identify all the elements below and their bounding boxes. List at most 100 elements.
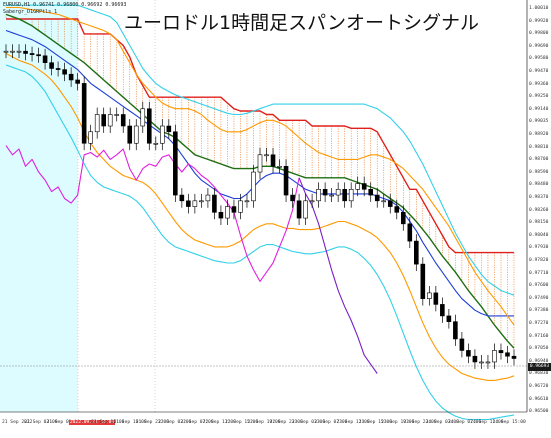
candle-body <box>49 62 54 69</box>
candle-body <box>296 200 302 219</box>
candle-body <box>283 165 289 196</box>
candle-body <box>309 200 315 203</box>
candle-body <box>316 189 321 202</box>
candle-body <box>479 361 484 364</box>
current-price-badge: 0.96693 <box>528 363 551 371</box>
price-tick-label: 0.98700 <box>529 157 549 163</box>
time-tick-label: 21 Sep 15:00 <box>91 420 125 425</box>
candle-body <box>36 54 41 57</box>
price-tick-label: 0.97490 <box>529 295 549 301</box>
candle-body <box>277 165 282 168</box>
price-tick-label: 0.97380 <box>529 308 549 314</box>
time-tick-label: 2022.09.21 14:00 <box>68 420 116 425</box>
time-tick-label: 21 Sep 2022 <box>2 420 33 425</box>
candle-body <box>29 53 35 55</box>
candle-body <box>348 189 354 202</box>
time-tick-label: 24 Sep 03:00 <box>425 420 459 425</box>
time-tick-label: 21 Sep 03:00 <box>24 420 58 425</box>
candle-body <box>199 200 204 203</box>
price-tick-label: 0.97930 <box>529 245 549 251</box>
candle-body <box>81 83 87 144</box>
time-tick-label: 22 Sep 23:00 <box>269 420 303 425</box>
time-tick-label: 23 Sep 07:00 <box>314 420 348 425</box>
price-tick-label: 0.99690 <box>529 43 549 49</box>
price-tick-label: 0.99470 <box>529 69 549 74</box>
candle-body <box>127 125 133 144</box>
price-tick-label: 0.96610 <box>529 396 549 402</box>
candle-body <box>387 200 393 207</box>
price-tick-label: 0.98810 <box>529 144 549 150</box>
candle-body <box>205 194 211 202</box>
candle-body <box>303 200 308 219</box>
candle-body <box>420 263 426 299</box>
candle-body <box>212 194 217 213</box>
chart-title: ユーロドル1時間足スパンオートシグナル <box>124 12 480 34</box>
time-tick-label: 21 Sep 07:00 <box>46 420 80 425</box>
price-tick-label: 0.98370 <box>529 195 549 200</box>
time-tick-label: 21 Sep 23:00 <box>135 420 169 425</box>
candle-body <box>453 321 458 340</box>
candle-body <box>446 315 452 322</box>
price-tick-label: 0.99580 <box>529 56 549 62</box>
candle-body <box>414 240 419 265</box>
price-tick-label: 1.00010 <box>529 6 549 11</box>
candlesticks <box>3 44 517 369</box>
time-tick-label: 24 Sep 15:00 <box>492 420 526 425</box>
candle-body <box>466 350 471 357</box>
series-line-6 <box>5 64 515 421</box>
candle-body <box>368 189 374 196</box>
candle-body <box>133 125 139 144</box>
candle-body <box>264 154 269 157</box>
price-tick-label: 0.99360 <box>529 81 549 87</box>
candle-body <box>374 194 380 202</box>
candle-body <box>16 50 22 53</box>
candle-body <box>94 114 100 133</box>
indicator-line: Sabergr_D1GRPtls 1 <box>3 9 58 15</box>
time-tick-label: 22 Sep 11:00 <box>202 420 236 425</box>
candle-body <box>427 292 432 299</box>
price-tick-label: 0.99140 <box>529 106 549 112</box>
candle-body <box>186 200 191 207</box>
candle-body <box>244 200 250 203</box>
candle-body <box>498 350 504 354</box>
candle-body <box>218 212 224 219</box>
time-tick-label: 22 Sep 15:00 <box>225 420 259 425</box>
candle-body <box>511 355 517 359</box>
candle-body <box>68 73 74 81</box>
candle-body <box>146 108 152 144</box>
candle-body <box>394 206 400 213</box>
price-tick-label: 0.98480 <box>529 182 549 188</box>
time-tick-label: 22 Sep 19:00 <box>247 420 281 425</box>
price-tick-label: 0.98150 <box>529 220 549 226</box>
time-tick-label: 23 Sep 19:00 <box>381 420 415 425</box>
candle-body <box>485 361 491 364</box>
candle-body <box>361 183 367 190</box>
time-tick-label: 23 Sep 15:00 <box>358 420 392 425</box>
price-tick-label: 0.99035 <box>529 119 549 125</box>
price-tick-label: 0.97710 <box>529 270 549 276</box>
candle-body <box>160 125 165 144</box>
candle-body <box>231 206 237 213</box>
price-tick-label: 0.96720 <box>529 384 549 389</box>
candle-body <box>140 108 146 127</box>
price-tick-label: 0.97600 <box>529 283 549 289</box>
candle-body <box>407 223 413 242</box>
candle-body <box>153 142 159 145</box>
symbol-info: EURUSD,H1 0.96741 0.96800 0.96692 0.9669… <box>3 2 126 16</box>
candle-body <box>101 114 106 127</box>
candle-body <box>381 200 387 203</box>
candle-body <box>107 114 113 127</box>
candle-body <box>290 194 295 202</box>
candle-body <box>62 69 67 75</box>
candle-body <box>400 212 406 225</box>
price-tick-label: 0.97160 <box>529 333 549 339</box>
time-tick-label: 24 Sep 11:00 <box>470 420 504 425</box>
candle-body <box>492 350 497 363</box>
candle-body <box>114 114 120 116</box>
candle-body <box>3 50 9 53</box>
candle-body <box>75 79 80 84</box>
price-tick-label: 0.98260 <box>529 207 549 213</box>
